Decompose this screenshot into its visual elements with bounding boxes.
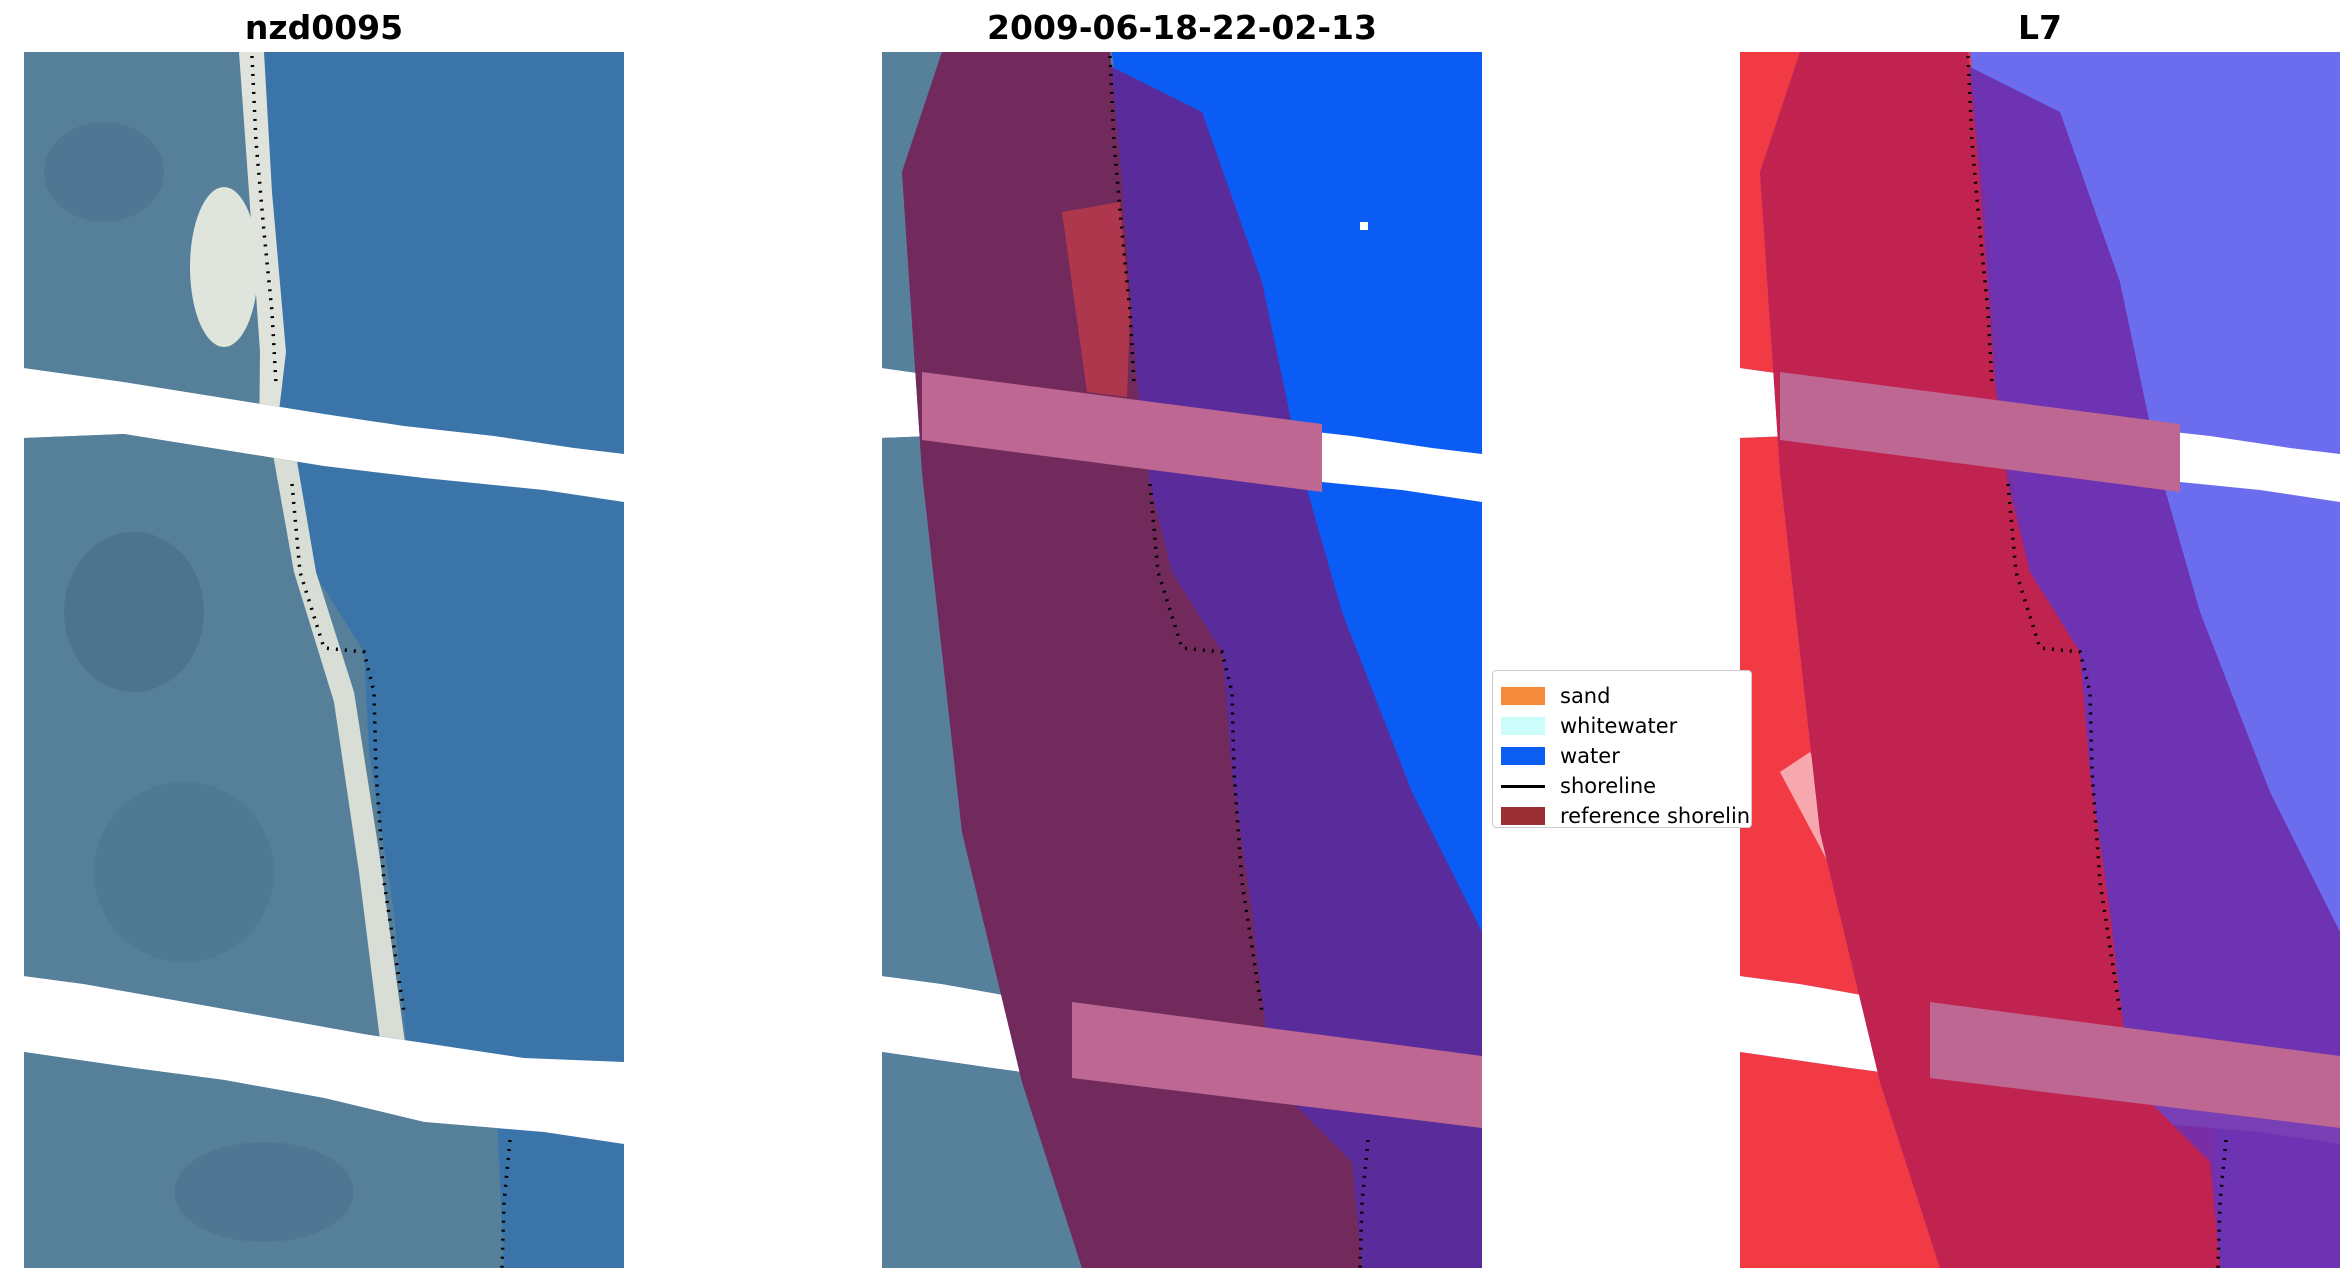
rgb-segment-top: [24, 52, 624, 454]
water-swatch: [1501, 747, 1545, 765]
classified-sand-patch: [1062, 202, 1130, 397]
detected-shoreline: [1966, 55, 2228, 1268]
buffer-overlap-band-upper: [922, 372, 1322, 492]
buffer-overlap-band-upper: [1780, 372, 2180, 492]
legend-item-water: water: [1493, 741, 1620, 771]
rgb-segment-middle: [24, 434, 624, 1062]
classified-image: [882, 52, 1482, 1268]
reference-shoreline-swatch: [1501, 807, 1545, 825]
classification-legend: sand whitewater water shoreline referenc…: [1492, 670, 1752, 828]
sand-swatch: [1501, 687, 1545, 705]
legend-label-water: water: [1560, 744, 1620, 768]
rgb-satellite-image: [24, 52, 624, 1268]
legend-label-reference-shoreline: reference shoreline: [1560, 804, 1752, 828]
legend-label-shoreline: shoreline: [1560, 774, 1657, 798]
whitewater-swatch: [1501, 717, 1545, 735]
legend-item-sand: sand: [1493, 681, 1610, 711]
legend-label-whitewater: whitewater: [1560, 714, 1678, 738]
buffer-overlap-band-lower: [1072, 1002, 1482, 1128]
detected-shoreline: [1108, 55, 1370, 1268]
buffer-overlap-band-lower: [1930, 1002, 2340, 1128]
panel-title-index: L7: [2018, 8, 2062, 47]
buffer-zone-land: [902, 52, 1362, 1268]
legend-label-sand: sand: [1560, 684, 1611, 708]
legend-item-reference-shoreline: reference shoreline: [1493, 801, 1752, 828]
nodata-pixel: [1360, 222, 1368, 230]
panel-title-rgb: nzd0095: [244, 8, 404, 47]
legend-item-shoreline: shoreline: [1493, 771, 1656, 801]
index-image: [1740, 52, 2340, 1268]
panel-title-classified: 2009-06-18-22-02-13: [987, 8, 1377, 47]
buffer-zone-land: [1760, 52, 2220, 1268]
rgb-segment-bottom: [24, 1052, 624, 1268]
shoreline-line-swatch: [1501, 784, 1545, 788]
detected-shoreline: [250, 55, 512, 1268]
legend-item-whitewater: whitewater: [1493, 711, 1677, 741]
